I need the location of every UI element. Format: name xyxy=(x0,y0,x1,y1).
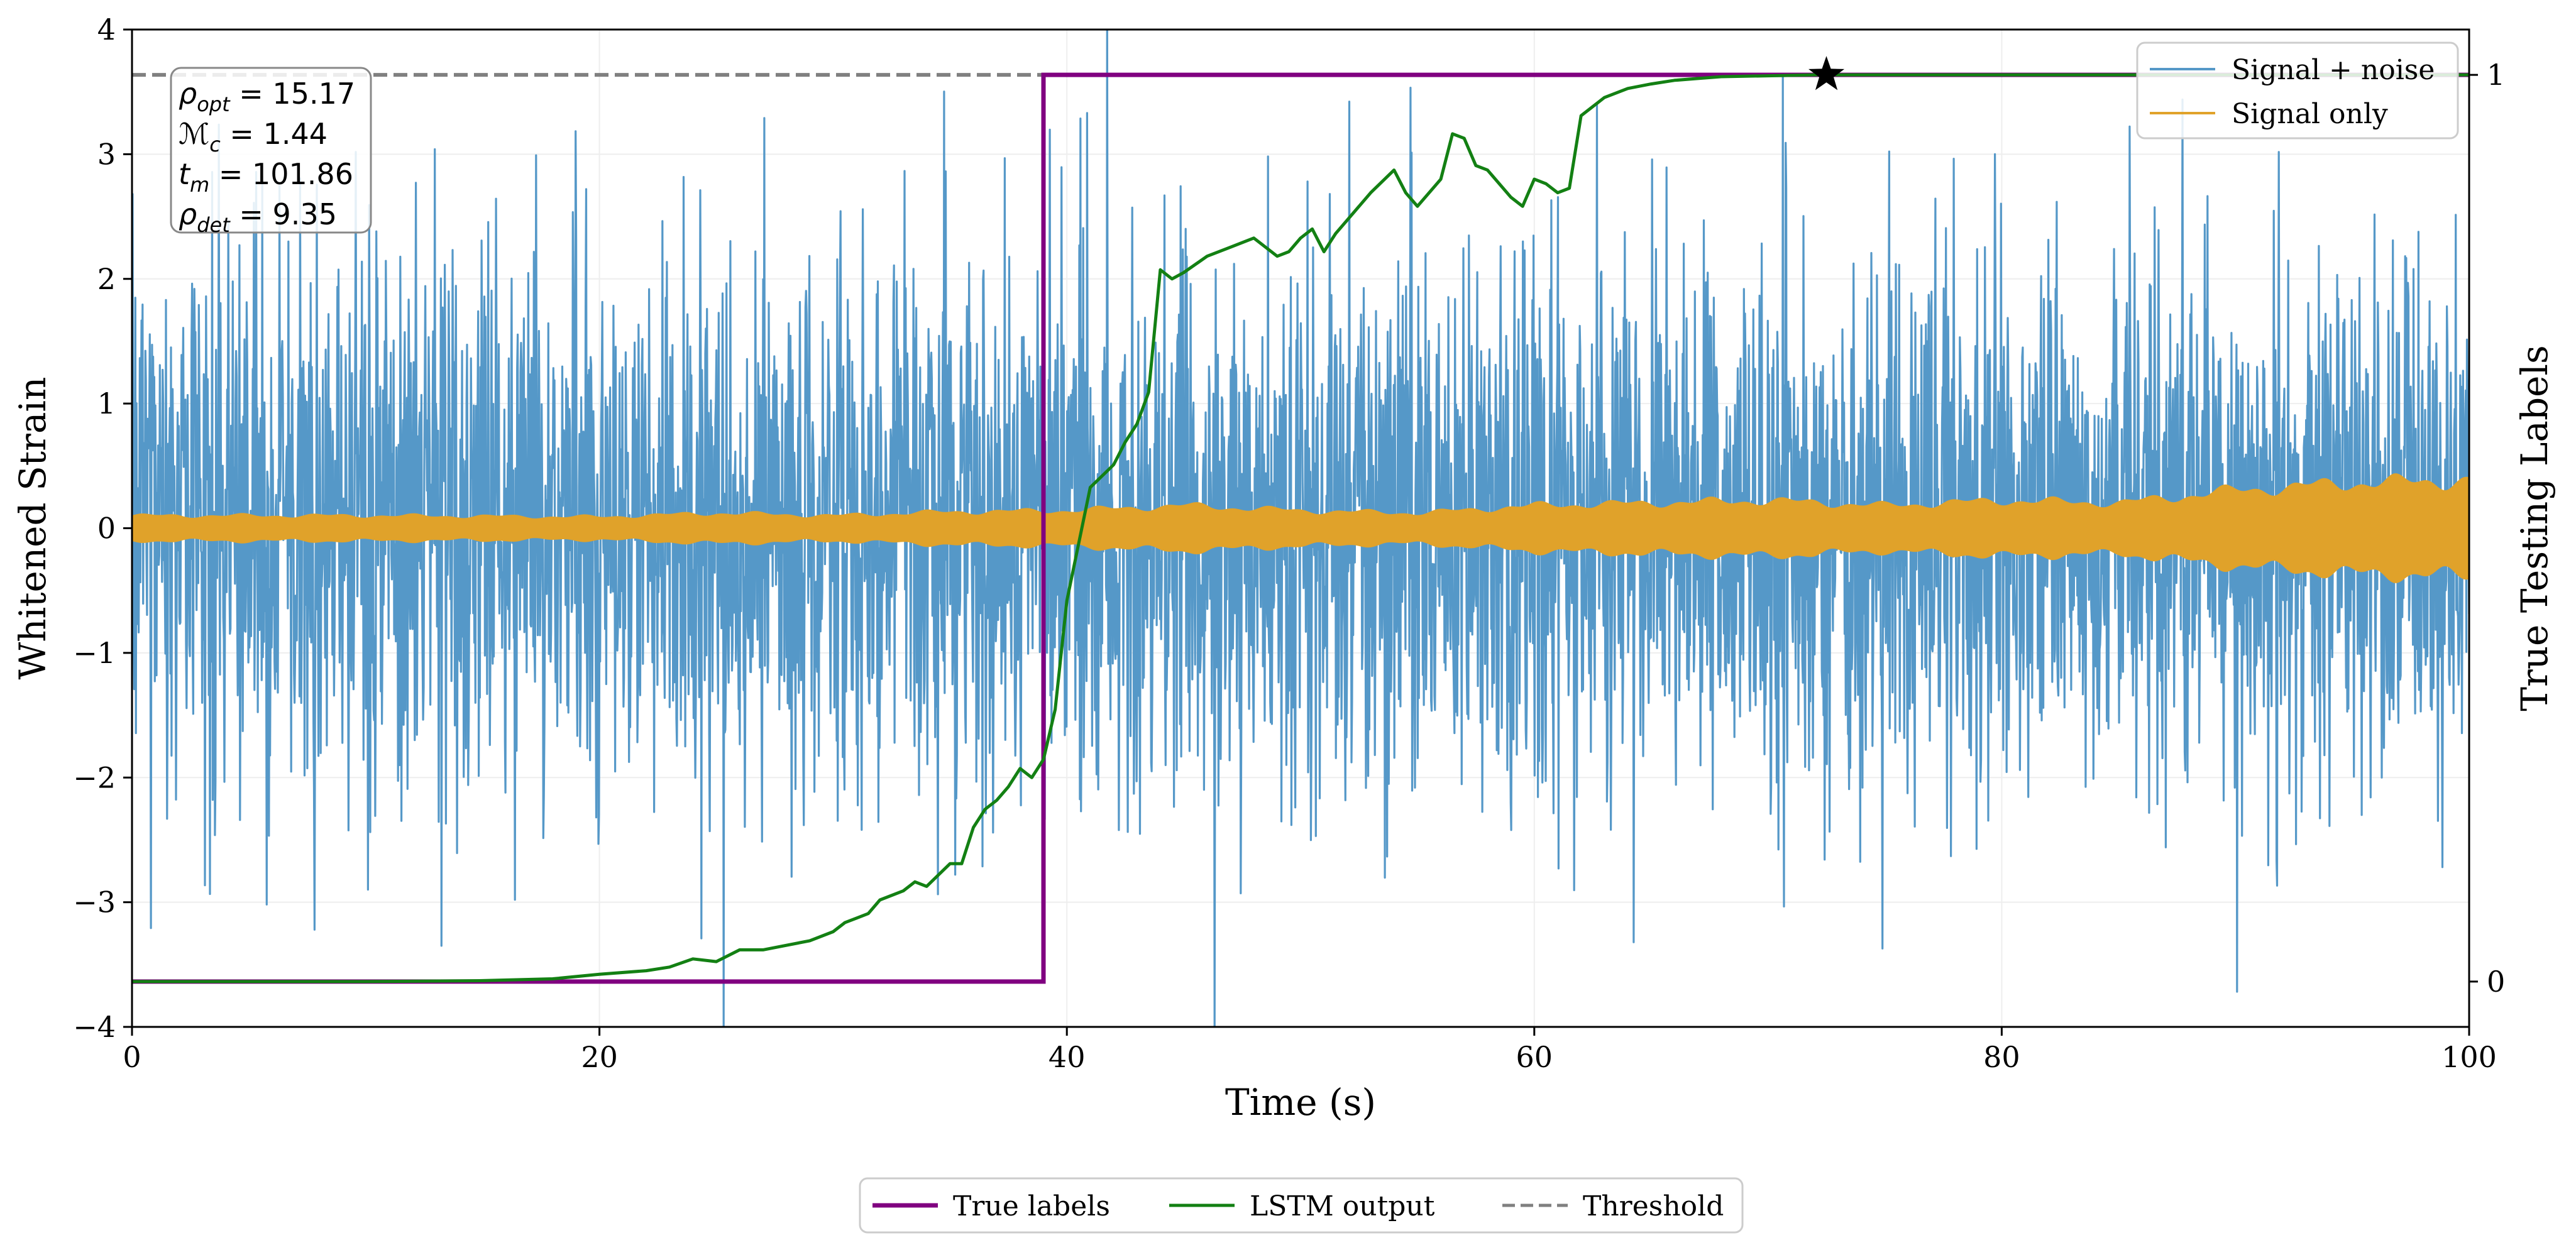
x-tick-label: 20 xyxy=(581,1040,618,1074)
annotation-subscript: opt xyxy=(197,92,231,116)
annotation-symbol: ℳ xyxy=(179,117,209,151)
annotation-value: = 9.35 xyxy=(230,197,337,231)
annotation-symbol: ρ xyxy=(179,77,197,111)
annotation-line: ρopt = 15.17 xyxy=(179,77,355,116)
y-tick-label: −3 xyxy=(73,885,116,919)
annotation-subscript: m xyxy=(190,173,209,197)
legend-bottom-label: True labels xyxy=(953,1190,1110,1222)
annotation-value: = 1.44 xyxy=(221,117,328,151)
x-tick-label: 40 xyxy=(1049,1040,1086,1074)
annotation-line: tm = 101.86 xyxy=(179,157,353,197)
x-tick-label: 80 xyxy=(1983,1040,2020,1074)
y-tick-label: 0 xyxy=(97,512,116,546)
y-right-tick-label: 0 xyxy=(2487,965,2505,999)
y-tick-label: 4 xyxy=(97,13,116,47)
annotation-line: ρdet = 9.35 xyxy=(179,197,337,237)
series-signal-noise xyxy=(132,30,2469,1027)
annotation-box-frame xyxy=(170,67,372,234)
legend-top-label: Signal + noise xyxy=(2232,54,2435,86)
annotation-symbol: ρ xyxy=(179,197,197,231)
legend-top: Signal + noise Signal only xyxy=(2136,41,2459,140)
legend-top-frame xyxy=(2136,41,2459,140)
legend-top-label: Signal only xyxy=(2232,98,2388,130)
detection-star-marker xyxy=(1808,56,1845,90)
legend-bottom-frame xyxy=(859,1177,1744,1234)
x-axis-label: Time (s) xyxy=(1225,1081,1376,1124)
y-axis-label-right: True Testing Labels xyxy=(2513,345,2556,711)
x-tick-label: 100 xyxy=(2441,1040,2497,1074)
y-tick-label: −2 xyxy=(73,760,116,794)
annotation-value: = 101.86 xyxy=(209,157,353,191)
y-tick-label: −1 xyxy=(73,636,116,670)
series-signal-only xyxy=(132,473,2469,583)
annotation-subscript: c xyxy=(209,133,221,156)
annotation-symbol: t xyxy=(179,157,191,191)
y-tick-label: −4 xyxy=(73,1010,116,1044)
y-right-tick-label: 1 xyxy=(2487,58,2505,92)
y-tick-label: 3 xyxy=(97,137,116,171)
plot-layer xyxy=(132,30,2469,1027)
annotation-line: ℳc = 1.44 xyxy=(179,117,328,156)
legend-bottom-label: Threshold xyxy=(1583,1190,1724,1222)
annotation-value: = 15.17 xyxy=(230,77,355,111)
legend-bottom: True labels LSTM output Threshold xyxy=(859,1177,1744,1234)
x-tick-label: 60 xyxy=(1516,1040,1553,1074)
y-tick-label: 2 xyxy=(97,262,116,296)
legend-bottom-label: LSTM output xyxy=(1250,1190,1435,1222)
x-tick-label: 0 xyxy=(123,1040,141,1074)
y-axis-label: Whitened Strain xyxy=(11,377,54,680)
y-tick-label: 1 xyxy=(97,387,116,420)
series-lstm-output xyxy=(132,73,2469,984)
annotation-subscript: det xyxy=(197,213,231,237)
